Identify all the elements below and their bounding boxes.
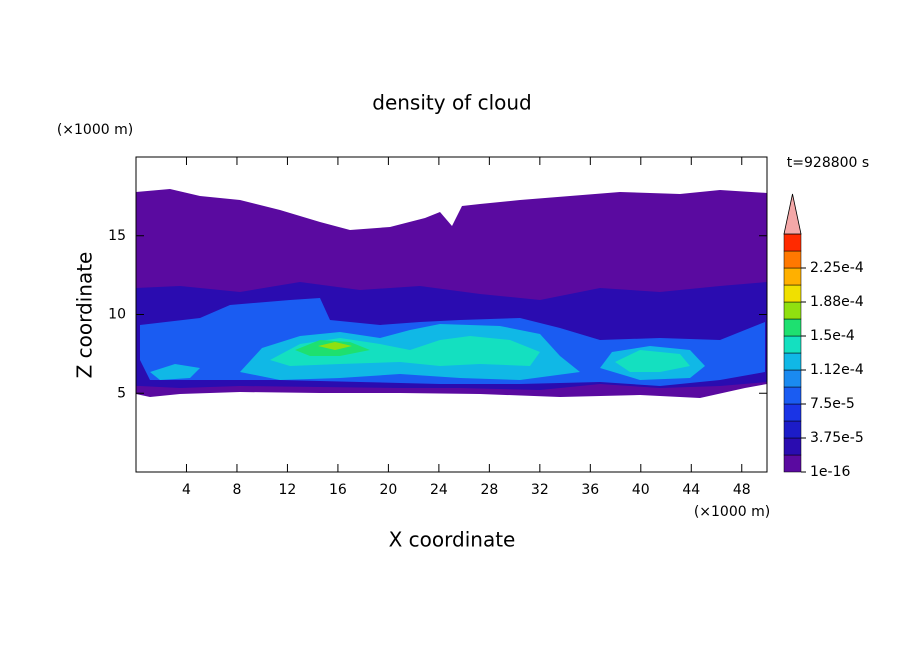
x-tick-label: 24 (430, 482, 448, 498)
x-tick-label: 40 (632, 482, 650, 498)
x-tick-label: 12 (279, 482, 297, 498)
x-tick-label: 20 (379, 482, 397, 498)
chart-title: density of cloud (372, 91, 531, 115)
y-tick-label: 5 (117, 385, 126, 401)
cloud-region (318, 342, 352, 350)
colorbar-box (783, 318, 802, 337)
colorbar-label: 1.88e-4 (810, 294, 864, 310)
cloud-field (136, 189, 767, 398)
cloud-region (270, 336, 690, 372)
x-tick-label: 36 (581, 482, 599, 498)
colorbar-box (783, 386, 802, 405)
y-tick-label: 15 (108, 228, 126, 244)
colorbar-box (783, 284, 802, 303)
x-tick-label: 16 (329, 482, 347, 498)
colorbar-over (783, 193, 802, 235)
colorbar-box (783, 352, 802, 371)
x-tick-label: 32 (531, 482, 549, 498)
colorbar-box (783, 267, 802, 286)
dynamic-layer: 4 8 12 16 20 24 28 32 36 40 44 48510151e-163.75e-57… (108, 157, 864, 498)
x-unit: (×1000 m) (694, 504, 770, 520)
time-label: t=928800 s (787, 155, 869, 171)
x-tick-label: 48 (733, 482, 751, 498)
colorbar-box (783, 335, 802, 354)
colorbar-label: 7.5e-5 (810, 396, 855, 412)
y-tick-label: 10 (108, 307, 126, 323)
colorbar-label: 1.5e-4 (810, 328, 855, 344)
colorbar-box (783, 403, 802, 422)
colorbar-box (783, 233, 802, 252)
colorbar-box (783, 454, 802, 473)
y-unit: (×1000 m) (57, 122, 133, 138)
x-axis-label: X coordinate (389, 528, 516, 552)
colorbar-label: 3.75e-5 (810, 430, 864, 446)
x-tick-label: 8 (232, 482, 241, 498)
colorbar-box (783, 437, 802, 456)
colorbar-label: 1.12e-4 (810, 362, 864, 378)
y-axis-label: Z coordinate (73, 252, 97, 379)
colorbar-box (783, 420, 802, 439)
x-tick-label: 28 (480, 482, 498, 498)
colorbar-label: 2.25e-4 (810, 260, 864, 276)
colorbar-box (783, 369, 802, 388)
x-tick-label: 44 (682, 482, 700, 498)
colorbar-box (783, 250, 802, 269)
colorbar-label: 1e-16 (810, 464, 850, 480)
x-tick-label: 4 (182, 482, 191, 498)
colorbar-box (783, 301, 802, 320)
